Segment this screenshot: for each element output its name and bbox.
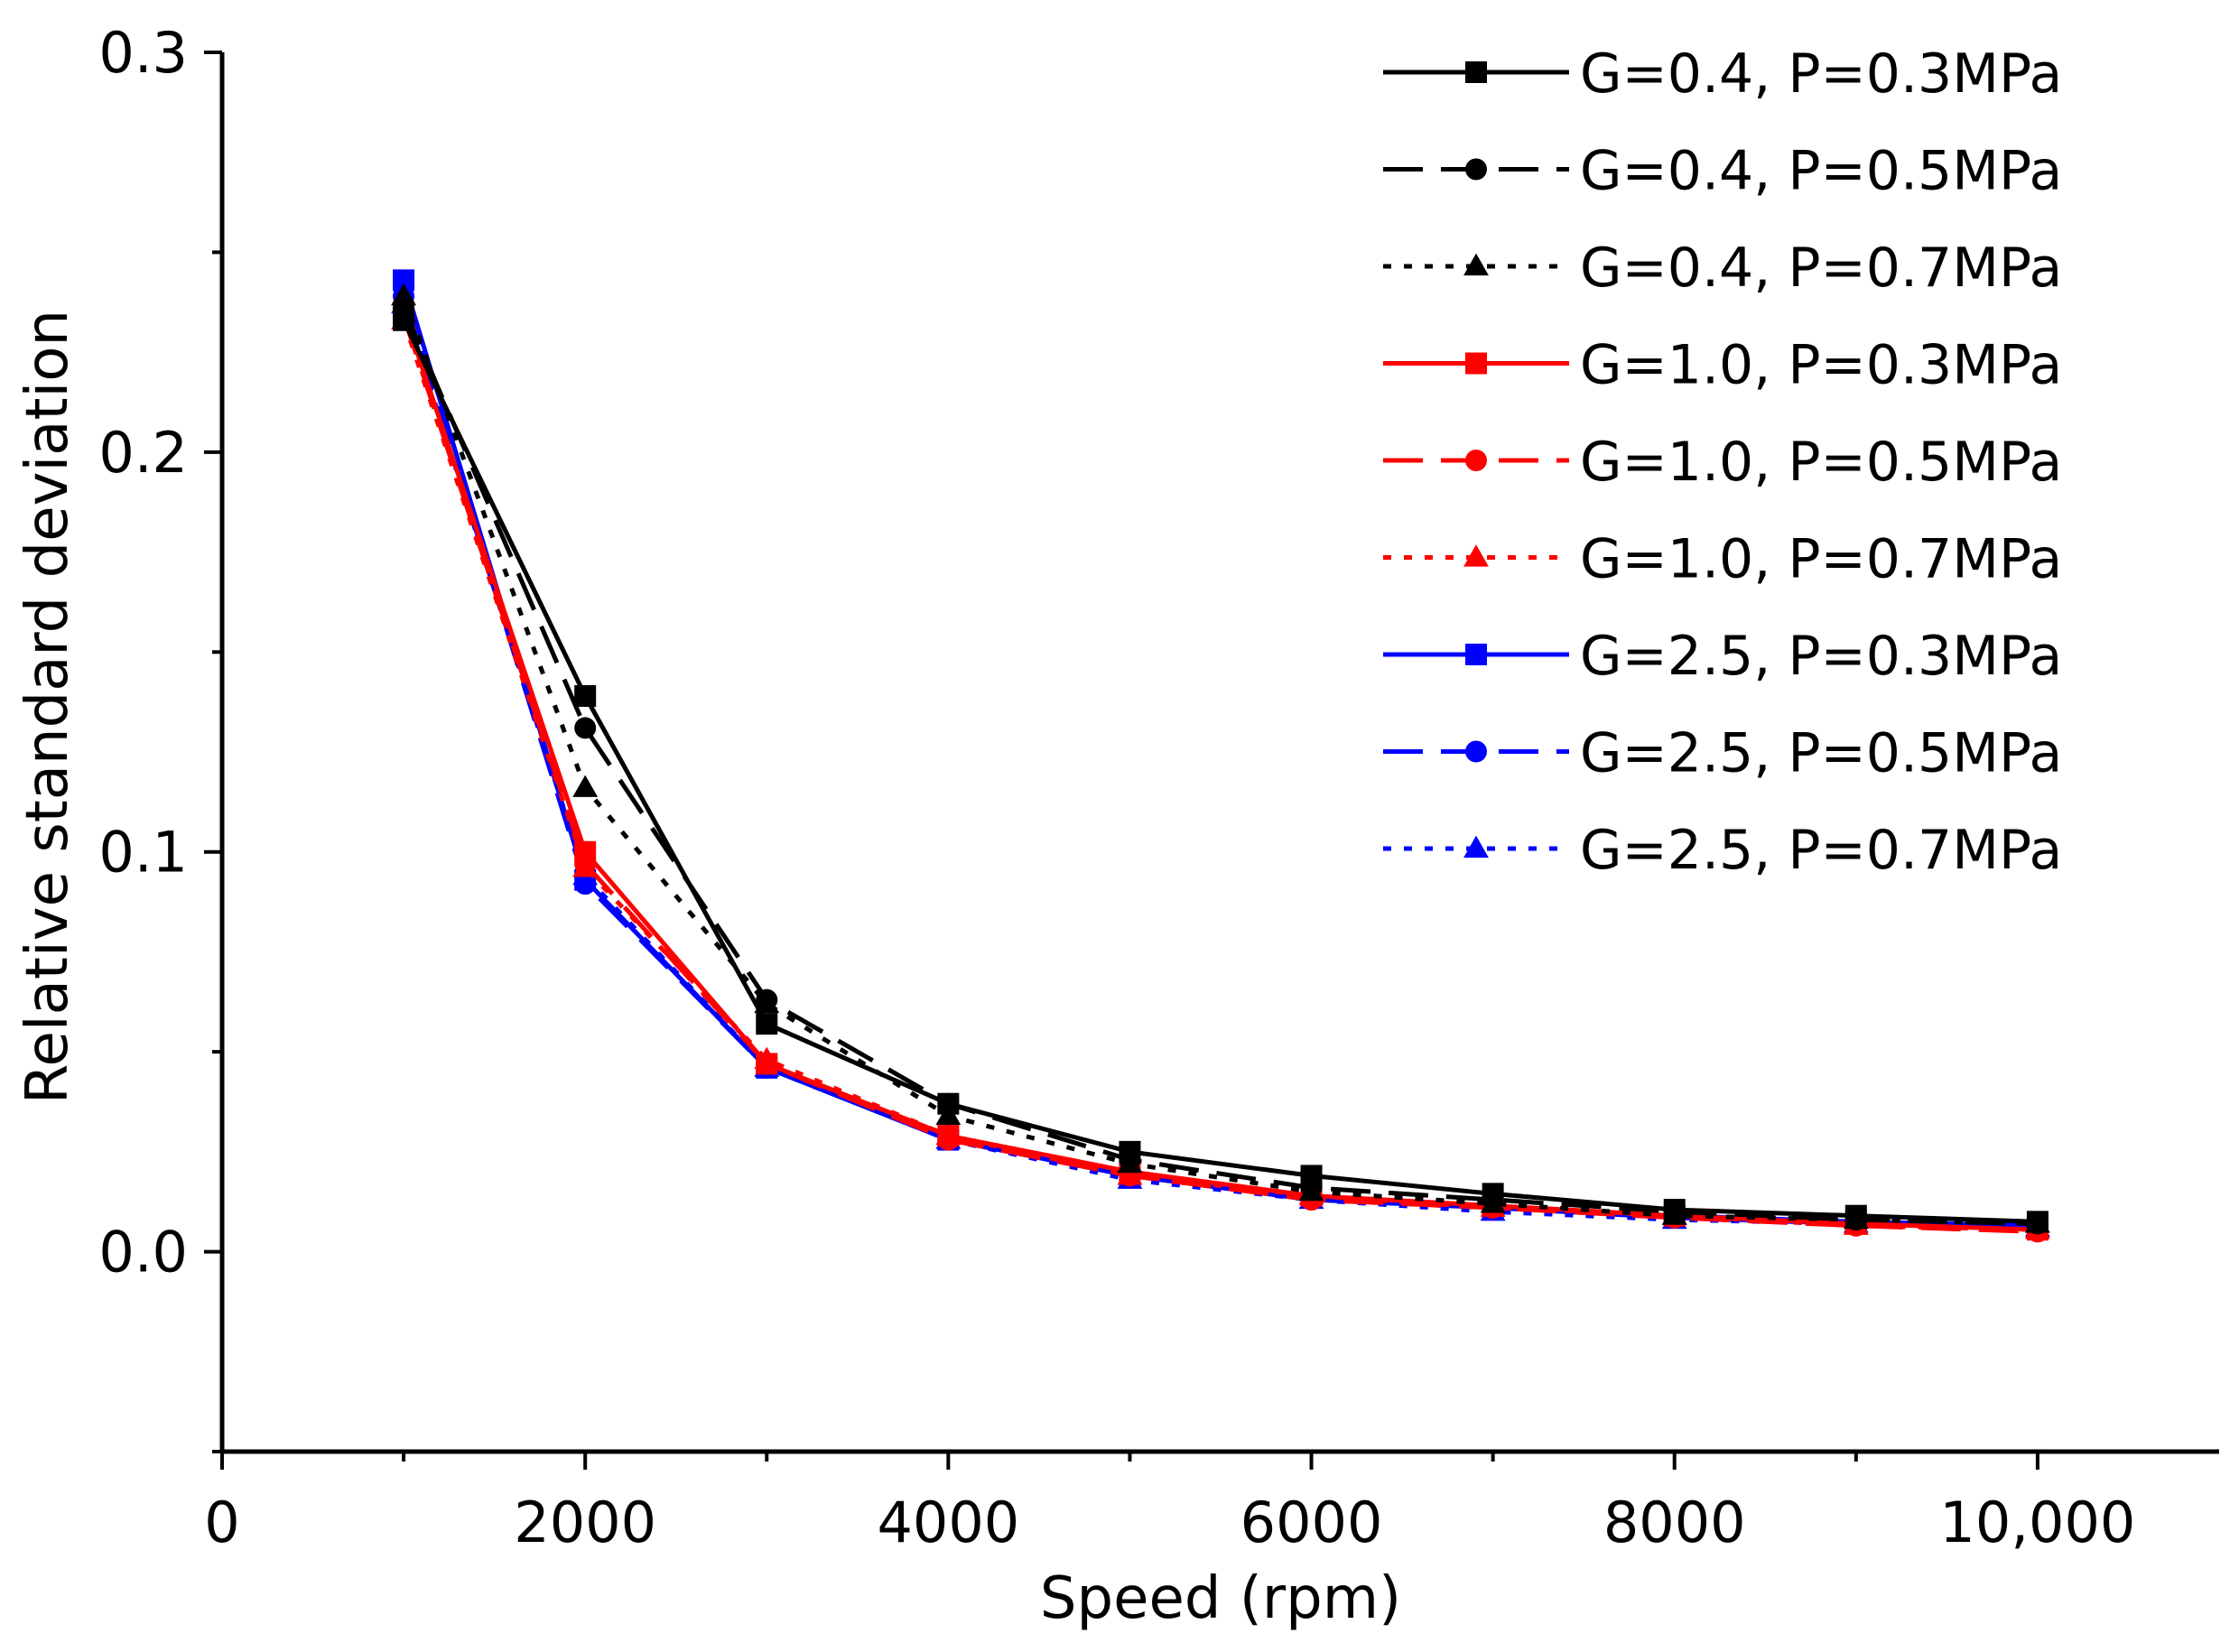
legend-label: G=0.4, P=0.5MPa (1580, 140, 2062, 203)
data-point (1119, 1140, 1141, 1163)
data-point (2026, 1211, 2049, 1233)
x-tick-label: 4000 (877, 1490, 1019, 1555)
data-point (1663, 1199, 1686, 1221)
series-line (401, 307, 2038, 1227)
data-point (937, 1125, 960, 1147)
legend-marker (1463, 544, 1489, 567)
legend-item: G=2.5, P=0.7MPa (1383, 819, 2062, 882)
legend-marker (1465, 740, 1487, 763)
data-point (756, 1013, 778, 1035)
legend-marker (1465, 61, 1487, 83)
legend-label: G=0.4, P=0.3MPa (1580, 42, 2062, 106)
legend-label: G=0.4, P=0.7MPa (1580, 237, 2062, 300)
legend-label: G=1.0, P=0.7MPa (1580, 528, 2062, 591)
legend-label: G=1.0, P=0.3MPa (1580, 334, 2062, 397)
legend-item: G=1.0, P=0.5MPa (1383, 431, 2062, 494)
series-line (401, 311, 2038, 1232)
axes (219, 52, 2219, 1454)
legend-label: G=2.5, P=0.5MPa (1580, 722, 2062, 785)
legend-label: G=1.0, P=0.5MPa (1580, 431, 2062, 494)
data-point (937, 1092, 960, 1115)
y-tick-label: 0.1 (98, 820, 188, 886)
y-tick-label: 0.2 (98, 420, 188, 486)
series-line (401, 319, 2038, 1224)
legend-item: G=0.4, P=0.3MPa (1383, 42, 2062, 106)
legend-marker (1465, 644, 1487, 665)
y-tick-label: 0.0 (98, 1220, 188, 1285)
x-tick-label: 2000 (514, 1490, 656, 1555)
x-axis-title: Speed (rpm) (1040, 1565, 1401, 1632)
legend-marker (1465, 352, 1487, 375)
legend: G=0.4, P=0.3MPa G=0.4, P=0.5MPa G=0.4, P=0… (1383, 42, 2062, 882)
series-layer (391, 269, 2050, 1243)
series-line (401, 295, 2038, 1227)
legend-marker (1465, 450, 1487, 471)
legend-marker (1463, 835, 1489, 858)
data-point (574, 685, 597, 707)
data-point (574, 840, 597, 863)
legend-marker (1465, 158, 1487, 181)
legend-item: G=2.5, P=0.3MPa (1383, 625, 2062, 688)
legend-item: G=1.0, P=0.7MPa (1383, 528, 2062, 591)
legend-item: G=0.4, P=0.7MPa (1383, 237, 2062, 300)
legend-item: G=0.4, P=0.5MPa (1383, 140, 2062, 203)
ticks: 0 2000 4000 6000 8000 10,000 0.0 0.1 0.2 0.3 (98, 20, 2135, 1555)
legend-label: G=2.5, P=0.3MPa (1580, 625, 2062, 688)
data-point (574, 717, 597, 739)
data-point (756, 988, 778, 1011)
data-point (1300, 1165, 1323, 1187)
data-point (393, 309, 415, 331)
legend-item: G=2.5, P=0.5MPa (1383, 722, 2062, 785)
data-point (1844, 1204, 1867, 1227)
legend-marker (1463, 253, 1489, 276)
y-axis-title: Relative standard deviation (14, 310, 81, 1104)
legend-item: G=1.0, P=0.3MPa (1383, 334, 2062, 397)
series-1 (393, 309, 2049, 1233)
x-tick-label: 8000 (1603, 1490, 1746, 1555)
data-point (572, 775, 599, 797)
data-point (1482, 1183, 1504, 1205)
x-tick-label: 10,000 (1939, 1490, 2135, 1555)
y-tick-label: 0.3 (98, 20, 188, 86)
x-tick-label: 6000 (1240, 1490, 1383, 1555)
x-tick-label: 0 (204, 1490, 239, 1555)
data-point (756, 1053, 778, 1075)
legend-label: G=2.5, P=0.7MPa (1580, 819, 2062, 882)
